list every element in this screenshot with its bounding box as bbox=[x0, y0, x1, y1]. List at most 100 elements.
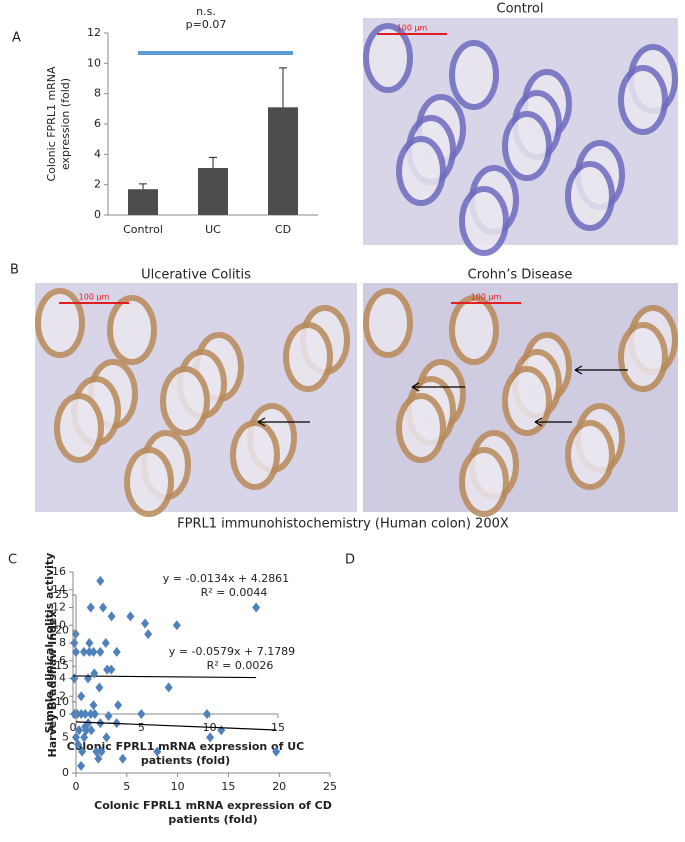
r-squared: R² = 0.0026 bbox=[207, 659, 274, 672]
point bbox=[87, 725, 96, 736]
point bbox=[101, 638, 110, 648]
bar bbox=[268, 107, 298, 215]
point bbox=[85, 646, 94, 657]
scale-label: 100 µm bbox=[397, 24, 428, 33]
x-axis-label: patients (fold) bbox=[168, 813, 257, 826]
panel-label: D bbox=[345, 553, 355, 568]
micrograph: 100 µm bbox=[363, 18, 678, 256]
point bbox=[72, 646, 80, 657]
point bbox=[90, 709, 99, 719]
crypt bbox=[449, 295, 499, 365]
crypt bbox=[502, 366, 552, 436]
y-tick-label: 0 bbox=[94, 208, 101, 221]
point bbox=[107, 611, 116, 622]
x-tick-label: 20 bbox=[272, 780, 286, 793]
trendline bbox=[72, 675, 257, 679]
x-tick-label: Control bbox=[123, 223, 163, 236]
point bbox=[81, 721, 90, 732]
y-tick-label: 8 bbox=[59, 636, 66, 649]
point bbox=[89, 646, 98, 657]
arrow-head bbox=[534, 417, 543, 427]
y-tick-label: 4 bbox=[59, 672, 66, 685]
crypt bbox=[502, 111, 552, 181]
y-tick-label: 14 bbox=[52, 583, 66, 596]
y-tick-label: 16 bbox=[52, 565, 66, 578]
crypt bbox=[54, 393, 104, 463]
point bbox=[137, 709, 146, 719]
point bbox=[272, 746, 281, 757]
x-tick-label: UC bbox=[205, 223, 221, 236]
crypt bbox=[396, 136, 446, 206]
point bbox=[97, 746, 106, 757]
point bbox=[107, 664, 116, 675]
crypt bbox=[618, 65, 668, 135]
y-tick-label: 8 bbox=[94, 87, 101, 100]
y-tick-label: 6 bbox=[94, 117, 101, 130]
caption: FPRL1 immunohistochemistry (Human colon)… bbox=[177, 517, 509, 532]
y-axis-label: expression (fold) bbox=[59, 78, 72, 170]
arrow-head bbox=[411, 382, 420, 392]
scale-label: 100 µm bbox=[471, 293, 502, 302]
annotation: p=0.07 bbox=[186, 18, 227, 31]
point bbox=[153, 746, 162, 757]
y-tick-label: 0 bbox=[59, 707, 66, 720]
crypt bbox=[618, 322, 668, 392]
y-axis-label: Colonic FPRL1 mRNA bbox=[45, 66, 58, 182]
y-tick-label: 10 bbox=[87, 56, 101, 69]
y-tick-label: 20 bbox=[55, 624, 69, 637]
y-tick-label: 10 bbox=[52, 618, 66, 631]
crypt bbox=[363, 288, 413, 358]
point bbox=[206, 732, 215, 743]
x-tick-label: 5 bbox=[138, 721, 145, 734]
point bbox=[99, 602, 108, 613]
point bbox=[78, 746, 87, 757]
x-tick-label: 5 bbox=[123, 780, 130, 793]
image-title: Crohn’s Disease bbox=[468, 268, 573, 283]
y-tick-label: 4 bbox=[94, 147, 101, 160]
arrow-head bbox=[574, 365, 583, 375]
y-tick-label: 6 bbox=[59, 654, 66, 667]
scale-label: 100 µm bbox=[79, 293, 110, 302]
x-axis-label: patients (fold) bbox=[141, 754, 230, 767]
point bbox=[104, 711, 113, 722]
crypt bbox=[459, 186, 509, 256]
point bbox=[86, 602, 95, 613]
error-bar bbox=[279, 67, 287, 108]
point bbox=[172, 620, 181, 631]
point bbox=[77, 691, 86, 702]
y-tick-label: 15 bbox=[55, 659, 69, 672]
x-tick-label: 15 bbox=[271, 721, 285, 734]
point bbox=[77, 760, 86, 771]
crypt bbox=[363, 23, 413, 93]
point bbox=[70, 638, 79, 648]
y-axis-label: Harvey Bradshaw Index bbox=[46, 611, 59, 758]
r-squared: R² = 0.0044 bbox=[201, 586, 268, 599]
point bbox=[86, 709, 95, 719]
point bbox=[70, 673, 79, 684]
y-tick-label: 5 bbox=[62, 730, 69, 743]
error-bar bbox=[139, 183, 147, 190]
point bbox=[252, 602, 261, 613]
y-tick-label: 2 bbox=[59, 689, 66, 702]
image-title: Control bbox=[497, 2, 544, 17]
crypt bbox=[230, 420, 280, 490]
crypt bbox=[107, 295, 157, 365]
point bbox=[217, 725, 226, 736]
point bbox=[75, 725, 84, 736]
y-tick-label: 25 bbox=[55, 588, 69, 601]
crypt bbox=[459, 447, 509, 517]
point bbox=[84, 673, 93, 684]
point bbox=[96, 646, 105, 657]
point bbox=[79, 646, 88, 657]
x-tick-label: 0 bbox=[73, 780, 80, 793]
point bbox=[89, 700, 98, 711]
panel-label: C bbox=[8, 553, 17, 568]
x-tick-label: 0 bbox=[70, 721, 77, 734]
arrow-head bbox=[257, 417, 266, 427]
point bbox=[77, 709, 86, 719]
x-tick-label: CD bbox=[275, 223, 291, 236]
error-bar bbox=[209, 156, 217, 168]
crypt bbox=[35, 288, 85, 358]
point bbox=[103, 664, 112, 675]
